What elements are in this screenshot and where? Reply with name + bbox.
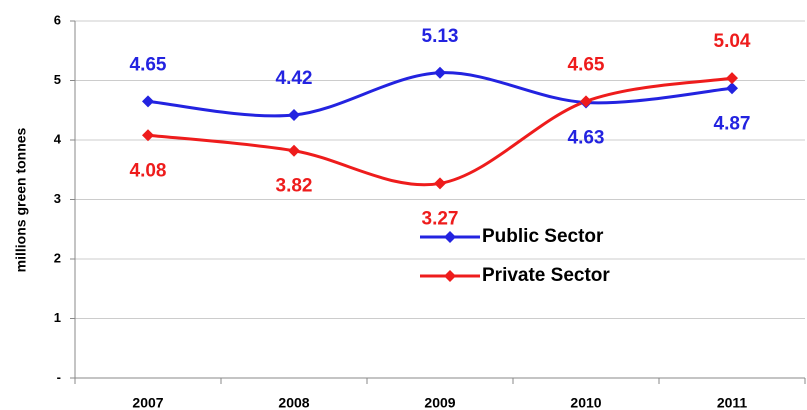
x-tick-label: 2009 [424,395,455,410]
legend-marker [444,231,456,243]
data-point [434,177,446,190]
legend-label: Private Sector [482,265,610,286]
data-point [434,66,446,79]
x-tick-label: 2011 [717,395,748,410]
data-point [142,95,154,108]
data-point [726,72,738,85]
y-tick-label: 1 [54,310,61,325]
data-label: 4.08 [130,160,167,181]
data-label: 4.65 [130,54,167,75]
data-point [726,82,738,95]
data-label: 4.63 [568,128,605,149]
legend-marker [444,270,456,282]
data-point [142,129,154,142]
data-label: 3.82 [276,176,313,197]
x-tick-label: 2010 [570,395,601,410]
data-point [580,95,592,108]
data-label: 4.42 [276,68,313,89]
y-tick-label: - [57,369,61,384]
y-tick-label: 3 [54,191,61,206]
data-label: 4.87 [714,113,751,134]
y-tick-label: 2 [54,250,61,265]
legend-label: Public Sector [482,226,604,247]
data-label: 4.65 [568,54,605,75]
data-label: 5.13 [422,26,459,47]
data-label: 3.27 [422,208,459,229]
data-point [288,109,300,122]
y-tick-label: 4 [54,131,62,146]
series-line [147,71,733,118]
x-tick-label: 2008 [278,395,309,410]
data-label: 5.04 [714,31,751,52]
y-axis-title: millions green tonnes [13,127,29,272]
x-tick-label: 2007 [132,395,163,410]
data-point [288,144,300,157]
y-tick-label: 6 [54,12,61,27]
y-tick-label: 5 [54,72,61,87]
series-line [147,76,733,187]
